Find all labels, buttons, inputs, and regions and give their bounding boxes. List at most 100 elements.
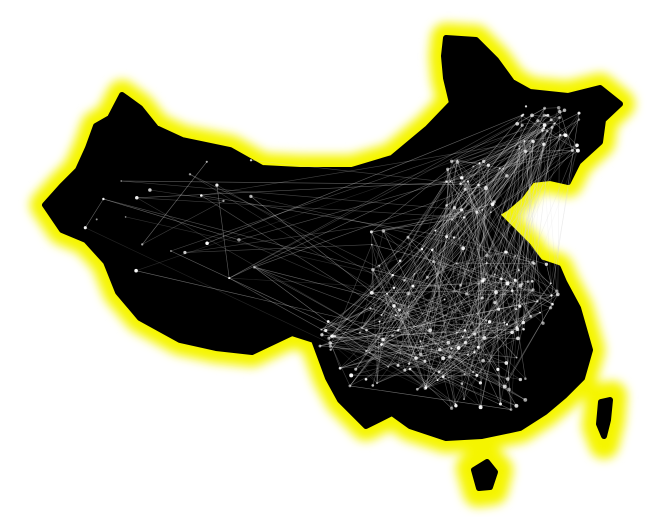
network-link [494, 148, 520, 275]
network-link [483, 148, 520, 162]
network-link [371, 280, 483, 294]
network-link [444, 144, 545, 300]
network-node [463, 187, 467, 191]
network-link [506, 127, 553, 253]
network-link [468, 289, 534, 338]
network-link [365, 251, 506, 380]
network-node [502, 167, 505, 170]
network-node [509, 408, 513, 411]
network-link [461, 127, 544, 179]
network-node [329, 348, 332, 351]
network-node [134, 268, 138, 273]
network-link [420, 322, 505, 342]
network-node [543, 106, 547, 110]
network-link [449, 274, 496, 357]
network-link [439, 349, 526, 401]
network-link [359, 332, 507, 364]
network-link [504, 386, 517, 406]
network-link [407, 237, 452, 409]
network-link [514, 130, 543, 257]
network-link [407, 181, 447, 238]
network-node [348, 384, 352, 388]
network-link [136, 197, 384, 340]
network-node [120, 180, 123, 182]
network-link [330, 342, 468, 355]
network-node [135, 196, 139, 200]
network-link [455, 255, 516, 406]
network-node [430, 248, 434, 252]
network-node [387, 365, 390, 368]
network-link [507, 134, 561, 284]
network-link [456, 263, 466, 343]
network-link [395, 315, 475, 353]
network-link [482, 283, 523, 361]
network-link [550, 295, 552, 308]
network-link [461, 177, 502, 279]
network-node [333, 335, 336, 338]
network-node [556, 105, 561, 110]
network-link [464, 119, 580, 190]
network-node [188, 173, 192, 176]
network-link [397, 365, 474, 373]
network-node [423, 359, 427, 363]
network-link [399, 280, 483, 311]
network-node [380, 313, 383, 317]
network-link [466, 201, 495, 294]
network-link [435, 230, 444, 359]
network-node [542, 126, 546, 130]
network-node [441, 356, 446, 361]
network-link [484, 320, 487, 339]
network-node [392, 304, 396, 308]
network-link [319, 309, 400, 347]
network-node [249, 159, 253, 162]
network-node [505, 174, 509, 178]
network-link [457, 127, 544, 161]
network-node [370, 243, 373, 246]
network-link [474, 165, 489, 353]
network-node [521, 320, 525, 325]
network-link [366, 274, 496, 331]
network-link [451, 348, 475, 353]
network-node [406, 291, 411, 296]
network-link [136, 181, 469, 199]
network-node [441, 375, 445, 379]
network-node [555, 292, 560, 297]
network-link [216, 185, 230, 279]
network-link [532, 127, 553, 290]
network-node [456, 346, 461, 350]
network-node [562, 108, 567, 113]
network-link [518, 269, 557, 292]
network-link [331, 260, 401, 337]
network-link [506, 252, 526, 379]
network-link [446, 169, 448, 237]
network-link [524, 141, 544, 324]
network-link [365, 297, 483, 352]
network-node [460, 382, 464, 385]
network-link [451, 163, 480, 349]
network-link [372, 269, 421, 355]
network-link [432, 249, 499, 370]
network-node [328, 344, 332, 348]
network-link [461, 383, 465, 400]
network-node [529, 145, 532, 148]
network-node [520, 123, 524, 127]
network-node [420, 247, 424, 251]
network-link [408, 217, 465, 364]
network-link [476, 212, 483, 299]
network-link [325, 322, 505, 331]
network-link [229, 277, 395, 289]
network-link [517, 141, 534, 330]
network-node [531, 139, 534, 143]
network-node [460, 176, 464, 180]
network-node [482, 336, 487, 340]
network-node [515, 308, 518, 311]
network-node [431, 260, 435, 264]
network-link [500, 283, 523, 405]
network-link [474, 312, 541, 353]
network-link [477, 163, 480, 348]
network-link [425, 262, 533, 389]
network-link [420, 322, 505, 355]
network-node [396, 363, 400, 367]
network-link [451, 161, 532, 317]
network-link [446, 186, 486, 206]
